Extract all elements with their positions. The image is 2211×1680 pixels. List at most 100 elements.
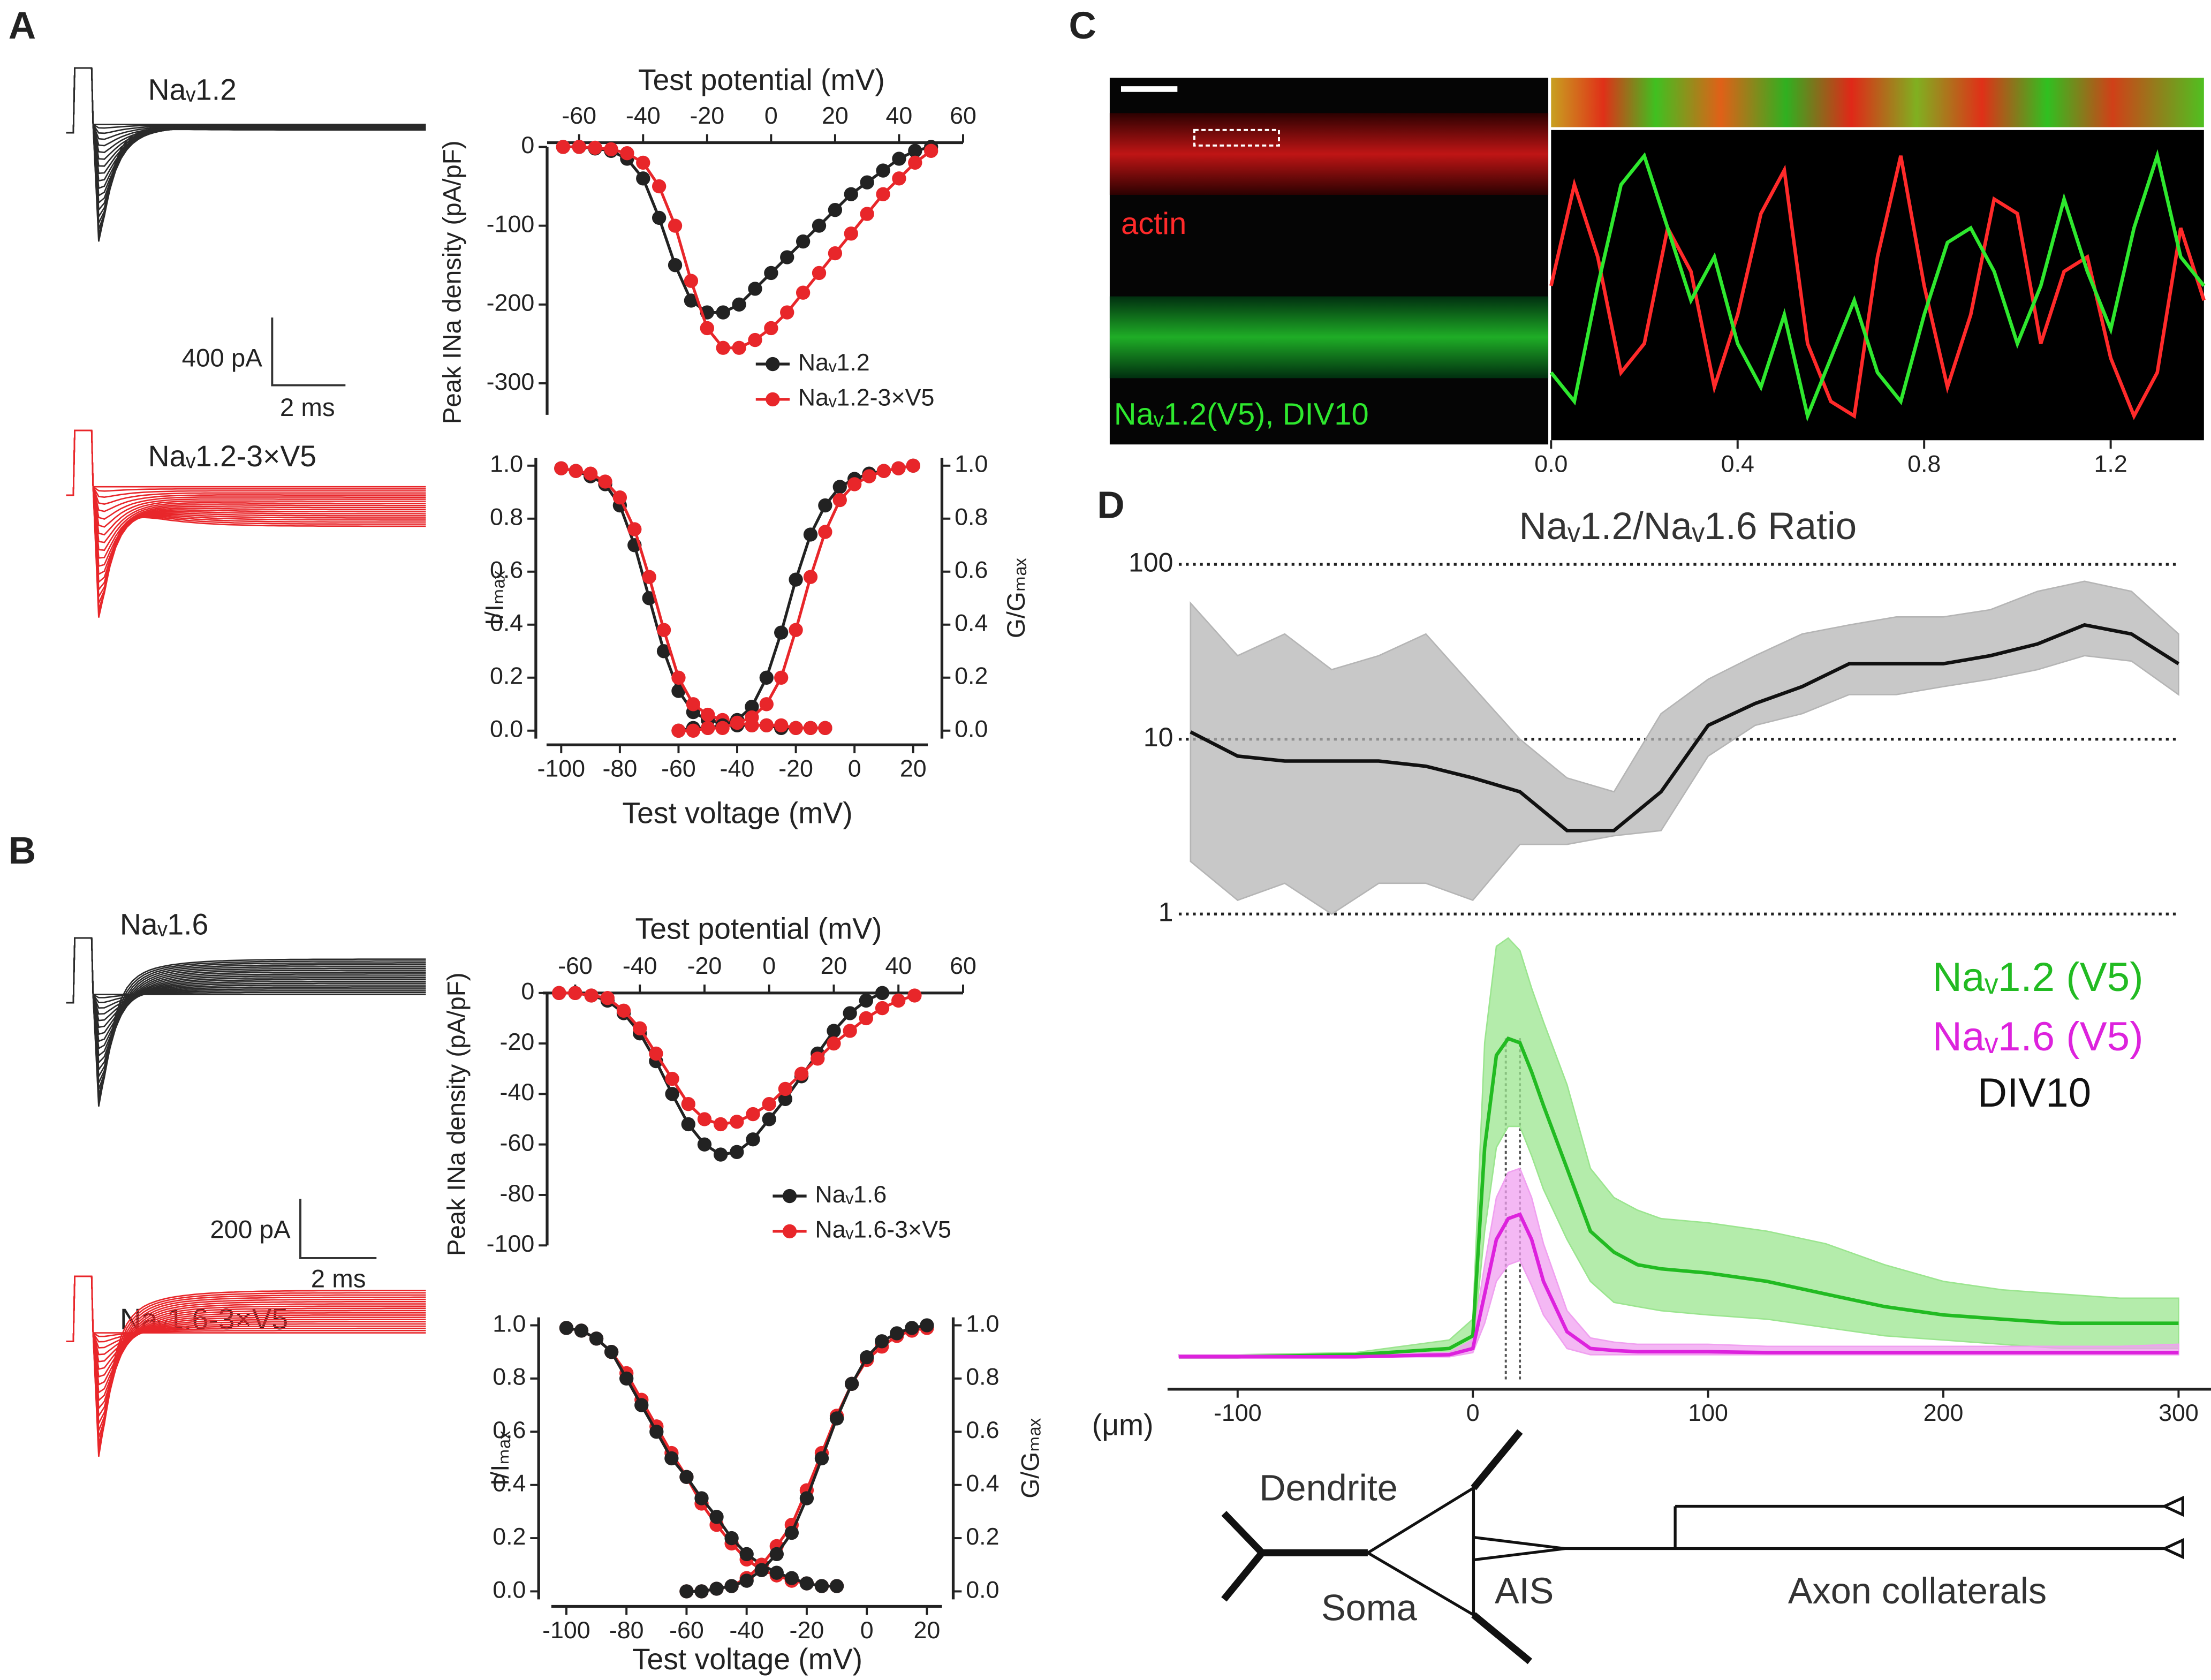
data-point: [716, 340, 730, 355]
data-point: [818, 498, 832, 513]
data-point: [789, 721, 803, 735]
data-point: [636, 155, 650, 170]
data-point: [634, 1398, 649, 1412]
image-label: Naᵥ1.2(V5), DIV10: [1114, 397, 1369, 432]
x-tick-label: -40: [626, 102, 661, 129]
data-point: [616, 1003, 631, 1018]
y-tick-label: 0.4: [493, 1470, 526, 1497]
current-trace: [66, 67, 426, 197]
current-trace: [66, 1275, 426, 1418]
data-point: [694, 1584, 709, 1599]
error-band: [1178, 1167, 2179, 1358]
y-axis-label: I/Iₘₐₓ: [481, 571, 509, 626]
data-point: [778, 1081, 793, 1096]
data-point: [569, 464, 583, 478]
data-point: [668, 218, 683, 233]
data-point: [891, 461, 906, 475]
data-point: [829, 1579, 844, 1593]
data-point: [859, 1350, 874, 1365]
y-tick-label: 1.0: [966, 1310, 999, 1337]
y-tick-label: 0: [521, 132, 534, 158]
current-trace: [66, 429, 426, 520]
error-band: [1178, 937, 2179, 1358]
data-point: [627, 522, 642, 536]
data-point: [827, 1024, 841, 1038]
data-point: [803, 570, 818, 584]
y-tick-label: 0.8: [493, 1364, 526, 1390]
data-point: [701, 707, 715, 722]
y-tick-label: 0.8: [955, 504, 988, 531]
data-point: [789, 623, 803, 637]
data-point: [860, 207, 874, 221]
data-point: [642, 570, 656, 584]
diagram-label: Soma: [1321, 1587, 1418, 1629]
x-tick-label: -20: [690, 102, 724, 129]
current-trace: [66, 429, 426, 559]
x-tick-label: 20: [900, 755, 927, 782]
data-point: [859, 1011, 874, 1026]
series-line: [686, 1326, 927, 1593]
data-point: [574, 1323, 589, 1338]
data-point: [746, 1107, 760, 1122]
axon: [1565, 1504, 2165, 1550]
current-trace: [66, 67, 426, 219]
data-point: [730, 1145, 744, 1159]
data-point: [862, 469, 876, 483]
data-point: [803, 721, 818, 735]
current-trace: [66, 937, 426, 1089]
data-point: [844, 226, 858, 241]
data-point: [686, 723, 701, 738]
current-trace: [66, 937, 426, 1084]
legend-label: Naᵥ1.6: [815, 1181, 887, 1208]
current-trace: [66, 1275, 426, 1426]
data-point: [732, 340, 746, 355]
data-point: [774, 625, 789, 640]
data-point: [671, 684, 686, 698]
data-point: [633, 1021, 647, 1035]
y-tick-label: 0.0: [493, 1576, 526, 1603]
trace-label: Naᵥ1.6: [120, 908, 208, 941]
scale-label: 400 pA: [182, 344, 263, 373]
data-point: [794, 1066, 809, 1081]
y-tick-label: 1.0: [493, 1310, 526, 1337]
y-tick-label: -20: [500, 1028, 535, 1055]
data-point: [701, 721, 715, 735]
data-point: [891, 993, 906, 1008]
x-tick-label: 200: [1924, 1399, 1964, 1426]
data-point: [905, 1321, 919, 1335]
x-tick-label: 20: [821, 952, 847, 979]
x-tick-label: -40: [623, 952, 657, 979]
current-trace: [66, 429, 426, 536]
roi-box: [1193, 128, 1280, 147]
data-point: [572, 140, 586, 154]
data-point: [748, 282, 762, 296]
data-point: [796, 234, 811, 249]
x-tick-label: -20: [790, 1617, 824, 1644]
data-point: [681, 1097, 695, 1111]
current-trace: [66, 67, 426, 154]
x-tick-label: 0: [860, 1617, 874, 1644]
soma: [1365, 1485, 1475, 1617]
y-axis-label: I/Iₘₐₓ: [486, 1431, 514, 1486]
data-point: [778, 1092, 793, 1106]
current-trace: [66, 937, 426, 1107]
x-tick-label: 40: [885, 952, 912, 979]
current-trace: [66, 67, 426, 160]
data-point: [589, 1331, 604, 1346]
y-tick-label: -200: [487, 290, 535, 316]
data-point: [832, 480, 847, 494]
data-point: [832, 493, 847, 508]
data-point: [906, 458, 920, 473]
current-trace: [66, 429, 426, 551]
x-tick-label: 60: [950, 102, 976, 129]
y-tick-label: -100: [487, 210, 535, 237]
data-point: [713, 1117, 728, 1132]
current-trace: [66, 937, 426, 1079]
data-point: [748, 332, 762, 347]
data-point: [812, 218, 827, 233]
data-point: [619, 1371, 634, 1386]
diagram-label: AIS: [1495, 1570, 1554, 1611]
profile-background: [1551, 130, 2204, 441]
data-point: [814, 1579, 829, 1593]
data-point: [746, 1132, 760, 1147]
